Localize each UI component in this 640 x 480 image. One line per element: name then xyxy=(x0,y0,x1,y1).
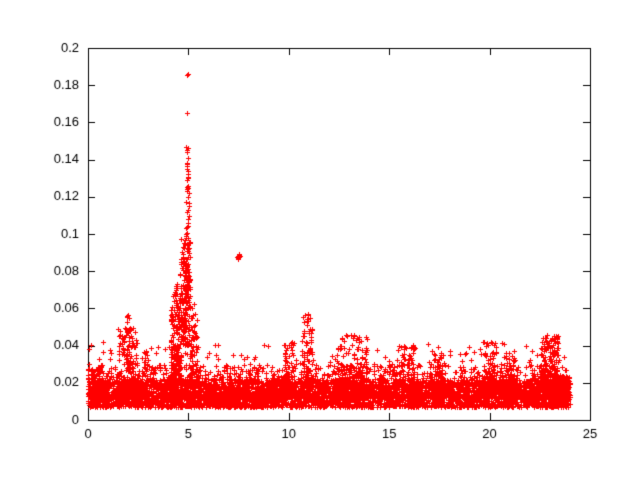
plot-canvas xyxy=(0,0,640,480)
roti-chart: Day 204 of 2017, Rate Of TEC Index for r… xyxy=(0,0,640,480)
